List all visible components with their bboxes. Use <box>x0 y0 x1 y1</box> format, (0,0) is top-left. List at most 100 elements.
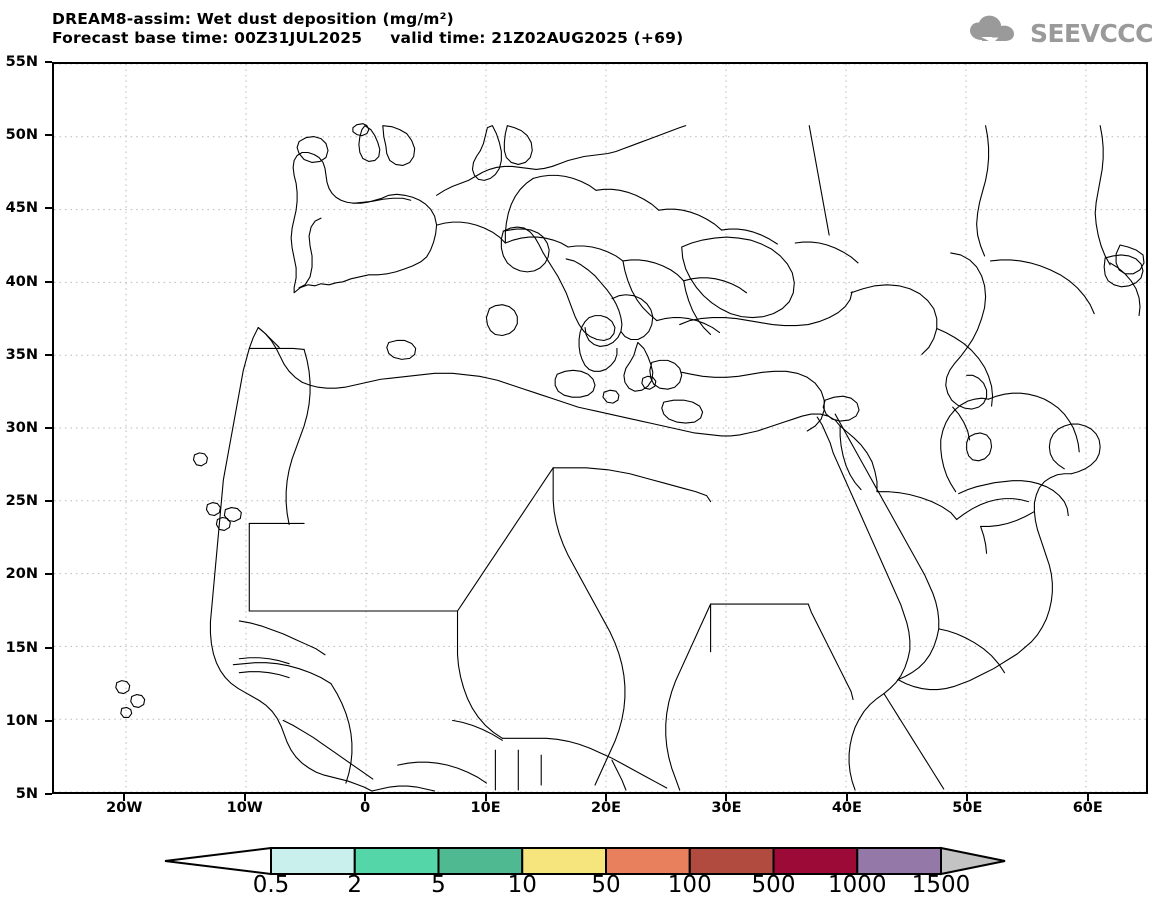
border-guinea-sierraleone <box>282 719 374 780</box>
corsica-sardinia <box>485 304 518 337</box>
canary-island-1 <box>205 502 221 517</box>
lon-tick-label: 10E <box>470 800 501 816</box>
gridlines <box>54 64 1146 792</box>
lat-tick-mark <box>45 793 52 795</box>
border-russia-ukraine-n <box>808 125 830 236</box>
lat-tick-label: 55N <box>5 54 38 70</box>
border-uae-saudi <box>980 525 988 554</box>
lat-tick-label: 30N <box>5 420 38 436</box>
lat-tick-label: 10N <box>5 712 38 729</box>
lon-tick-mark <box>966 794 969 801</box>
lat-tick-mark <box>45 134 52 137</box>
colorbar-tick-label: 500 <box>751 872 796 898</box>
border-yemen-saudi <box>938 628 1006 674</box>
turkey-north-coast <box>679 291 853 327</box>
map-plot-area[interactable] <box>52 62 1148 794</box>
colorbar-cell <box>521 847 607 875</box>
border-poland-germany <box>532 174 597 191</box>
border-kuwait <box>952 406 971 441</box>
border-iran-turkey <box>936 327 994 407</box>
somalia-coast <box>883 692 945 790</box>
border-russia-s <box>794 241 859 264</box>
caspian-sea-west <box>945 252 988 410</box>
colorbar-extend-low <box>164 846 272 876</box>
lat-tick-label: 50N <box>5 127 38 144</box>
lon-tick-mark <box>1086 794 1089 801</box>
peloponnese <box>641 375 657 390</box>
po-valley <box>500 228 550 273</box>
border-france-n <box>436 221 506 244</box>
canary-island-2 <box>223 507 242 523</box>
lat-tick-label: 35N <box>5 346 38 363</box>
lon-tick-mark <box>605 794 608 801</box>
red-sea-east-coast <box>834 413 940 681</box>
colorbar-cell <box>270 847 356 875</box>
croatia-coast <box>565 258 623 347</box>
border-germany-s <box>504 236 569 248</box>
border-russia-kazakhstan-e <box>1094 125 1111 266</box>
lat-tick-mark <box>45 207 52 210</box>
ireland <box>296 136 329 164</box>
border-gambia-n <box>238 657 290 665</box>
border-guinea-mali <box>330 683 353 784</box>
border-gambia-s <box>238 671 290 679</box>
ethiopia-west <box>848 692 885 791</box>
title-line-times: Forecast base time: 00Z31JUL2025 valid t… <box>52 29 684 47</box>
lake-balkhash-region <box>1103 254 1144 288</box>
lat-tick-mark <box>45 500 52 503</box>
black-sea <box>681 236 795 319</box>
lat-tick-mark <box>45 61 52 63</box>
border-ukraine-n <box>658 208 723 231</box>
colorbar-canvas <box>164 846 1006 876</box>
map-canvas <box>54 64 1146 792</box>
lon-tick-label: 0 <box>360 800 371 816</box>
colorbar-tick-label: 1500 <box>911 872 971 898</box>
baltic-coast <box>503 125 533 165</box>
arabian-peninsula-south-coast <box>897 473 1072 691</box>
border-spain-france <box>352 197 412 204</box>
red-sea-west-coast <box>816 416 911 695</box>
border-libya-egypt-n <box>552 467 712 503</box>
north-europe-coast <box>436 125 687 196</box>
gulf-of-guinea-coast <box>371 785 436 792</box>
colorbar-tick-label: 0.5 <box>252 872 290 898</box>
border-algeria-morocco-w <box>285 348 311 526</box>
lon-tick-label: 50E <box>952 800 983 816</box>
colorbar-tick-label: 1000 <box>827 872 887 898</box>
persian-gulf-west <box>940 397 990 493</box>
border-morocco-algeria-n <box>248 347 305 350</box>
cape-verde-1 <box>115 680 131 695</box>
colorbar-tick-label: 2 <box>347 872 363 898</box>
qatar <box>966 432 993 462</box>
colorbar-cell <box>353 847 440 875</box>
border-poland-e <box>595 188 660 211</box>
cape-verde-2 <box>130 693 146 709</box>
persian-gulf-north <box>988 392 1080 453</box>
lon-tick-label: 40E <box>831 800 862 816</box>
border-hungary-romania <box>622 259 685 282</box>
border-algeria-libya-sw <box>456 467 554 612</box>
lat-tick-mark <box>45 353 52 356</box>
geography-layer <box>115 123 1145 792</box>
latitude-axis: 55N 50N 45N 40N 35N 30N 25N 20N 15N 10N 5N <box>0 0 52 907</box>
colorbar-cell <box>856 847 942 875</box>
lon-tick-label: 60E <box>1072 800 1103 816</box>
madeira <box>192 452 208 467</box>
greece-mainland <box>623 341 654 392</box>
border-morocco-coast <box>257 327 280 348</box>
colorbar-tick-label: 50 <box>591 872 621 898</box>
title-block: DREAM8-assim: Wet dust deposition (mg/m²… <box>52 10 683 48</box>
border-nigeria-cameroon <box>611 759 627 791</box>
border-portugal <box>298 217 322 289</box>
title-line-variable: DREAM8-assim: Wet dust deposition (mg/m²… <box>52 10 454 28</box>
lon-tick-mark <box>123 794 126 801</box>
border-chad-sudan <box>665 603 712 791</box>
scotland-north <box>352 123 370 137</box>
colorbar[interactable]: 0.5 2 5 10 50 100 500 1000 1500 <box>0 843 1165 907</box>
lon-tick-mark <box>845 794 848 801</box>
colorbar-cell <box>772 847 859 875</box>
lon-tick-mark <box>484 794 487 801</box>
lat-tick-label: 40N <box>5 273 38 290</box>
oman-musandam <box>1048 423 1101 475</box>
